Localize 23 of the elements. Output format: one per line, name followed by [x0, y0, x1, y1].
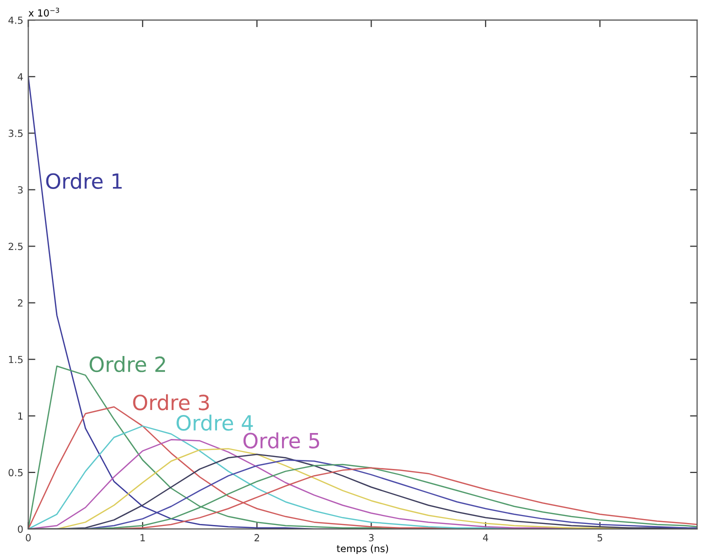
y-tick-label: 1 — [18, 412, 23, 420]
series-label: Ordre 3 — [133, 394, 209, 410]
y-tick-label: 3 — [18, 186, 23, 194]
text: x 10$^{−3}$ — [28, 8, 60, 17]
x-tick-label: 3 — [368, 534, 374, 542]
y-tick-label: 1.5 — [9, 356, 23, 364]
x-tick-label: 1 — [140, 534, 145, 542]
series-label: Ordre 4 — [176, 414, 253, 431]
y-tick-label: 0 — [18, 525, 23, 533]
series-label: Ordre 1 — [46, 172, 122, 189]
x-tick-label: 5 — [598, 534, 602, 542]
series-label: Ordre 2 — [90, 356, 165, 372]
y-tick-label: 4.5 — [8, 16, 23, 24]
x-tick-label: 0 — [26, 534, 31, 542]
x-tick-label: 2 — [254, 534, 260, 542]
y-tick-label: 0.5 — [8, 468, 23, 476]
series-label: Ordre 5 — [243, 432, 320, 449]
y-tick-label: 2.5 — [8, 242, 23, 250]
y-tick-label: 4 — [18, 73, 23, 80]
x-tick-label: 4 — [482, 534, 488, 542]
x-axis-title: temps (ns) — [336, 544, 388, 554]
y-tick-label: 2 — [18, 299, 22, 306]
y-tick-label: 3.5 — [8, 130, 23, 138]
